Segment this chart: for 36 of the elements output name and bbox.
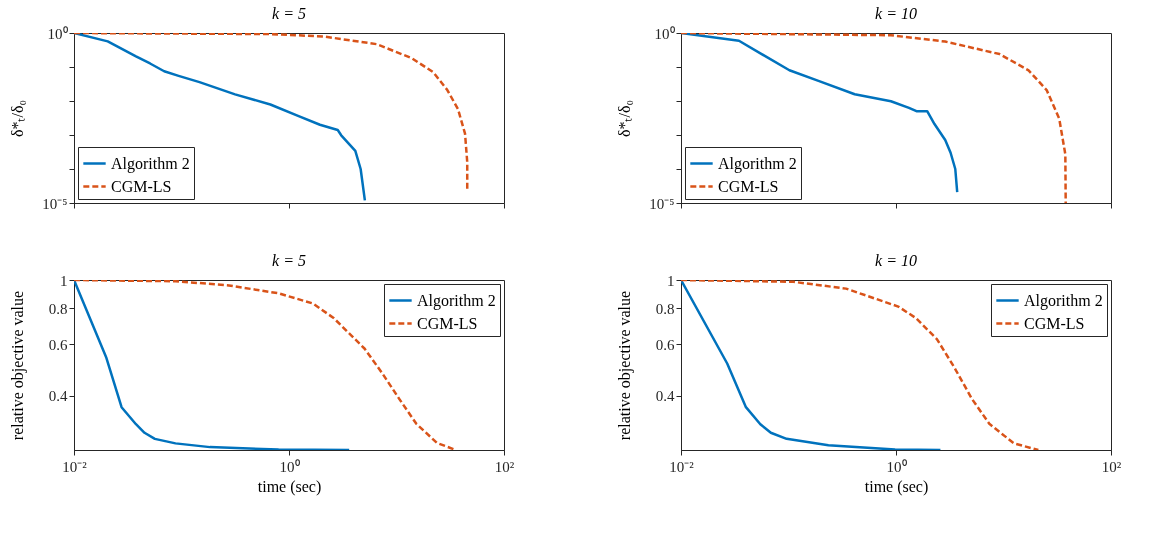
legend-label: Algorithm 2 [111, 154, 190, 173]
x-tick-label: 10² [1101, 458, 1122, 475]
chart-title: k = 5 [272, 252, 306, 269]
y-tick-label: 0.6 [655, 336, 675, 353]
chart-title: k = 5 [272, 5, 306, 22]
y-tick-label: 10⁰ [654, 25, 675, 42]
x-tick-label: 10⁰ [886, 458, 907, 475]
x-tick-label: 10⁻² [62, 458, 88, 475]
x-tick-label: 10² [494, 458, 515, 475]
y-axis-title: δ*ₜ/δ₀ [8, 99, 26, 138]
y-tick-label: 10⁰ [47, 25, 68, 42]
y-tick-label: 1 [667, 272, 675, 289]
x-tick-label: 10⁻² [669, 458, 695, 475]
legend-label: CGM-LS [718, 177, 779, 195]
x-axis-title: time (sec) [864, 477, 929, 496]
y-tick-label: 0.4 [48, 388, 68, 405]
y-tick-label: 10⁻⁵ [649, 195, 675, 212]
legend-label: Algorithm 2 [1024, 291, 1103, 310]
chart-title: k = 10 [875, 5, 917, 22]
legend-label: CGM-LS [417, 314, 478, 332]
y-axis-title: relative objective value [615, 290, 634, 441]
x-tick-label: 10⁰ [279, 458, 300, 475]
y-tick-label: 0.8 [655, 300, 675, 317]
y-tick-label: 10⁻⁵ [42, 195, 68, 212]
chart-title: k = 10 [875, 252, 917, 269]
y-axis-title: relative objective value [8, 290, 27, 441]
legend-label: Algorithm 2 [718, 154, 797, 173]
y-tick-label: 0.8 [48, 300, 68, 317]
x-axis-title: time (sec) [257, 477, 322, 496]
y-tick-label: 1 [60, 272, 68, 289]
y-tick-label: 0.4 [655, 388, 675, 405]
legend-label: CGM-LS [1024, 314, 1085, 332]
y-axis-title: δ*ₜ/δ₀ [615, 99, 633, 138]
legend-label: CGM-LS [111, 177, 172, 195]
y-tick-label: 0.6 [48, 336, 68, 353]
legend-label: Algorithm 2 [417, 291, 496, 310]
